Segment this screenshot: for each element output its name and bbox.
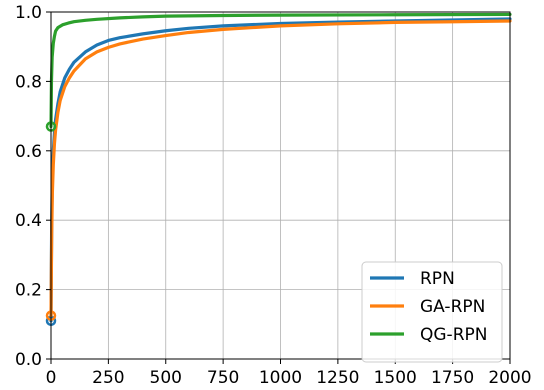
legend-box [361, 261, 503, 363]
y-tick-label: 0.0 [15, 350, 42, 370]
x-tick-label: 2000 [488, 368, 531, 388]
y-tick-label: 0.2 [15, 281, 42, 301]
y-tick-label: 0.4 [15, 211, 42, 231]
y-tick-label: 0.8 [15, 72, 42, 92]
legend: RPN GA-RPN QG-RPN [361, 261, 503, 363]
axis-ticks: 0 250 500 750 1000 1250 1500 1750 2000 0.0 0.2 0.4 0… [15, 3, 532, 388]
x-tick-label: 750 [207, 368, 239, 388]
x-tick-label: 1250 [316, 368, 359, 388]
ga-rpn-line [49, 19, 512, 318]
legend-label-ga-rpn: GA-RPN [420, 297, 485, 317]
x-tick-label: 500 [150, 368, 182, 388]
legend-label-rpn: RPN [420, 269, 455, 289]
x-tick-label: 0 [46, 368, 57, 388]
x-tick-label: 1500 [374, 368, 417, 388]
x-tick-label: 1750 [431, 368, 474, 388]
y-tick-label: 1.0 [15, 3, 42, 23]
x-tick-label: 250 [92, 368, 124, 388]
x-tick-label: 1000 [259, 368, 302, 388]
y-tick-label: 0.6 [15, 142, 42, 162]
qg-rpn-line [49, 12, 512, 129]
legend-label-qg-rpn: QG-RPN [420, 325, 487, 345]
